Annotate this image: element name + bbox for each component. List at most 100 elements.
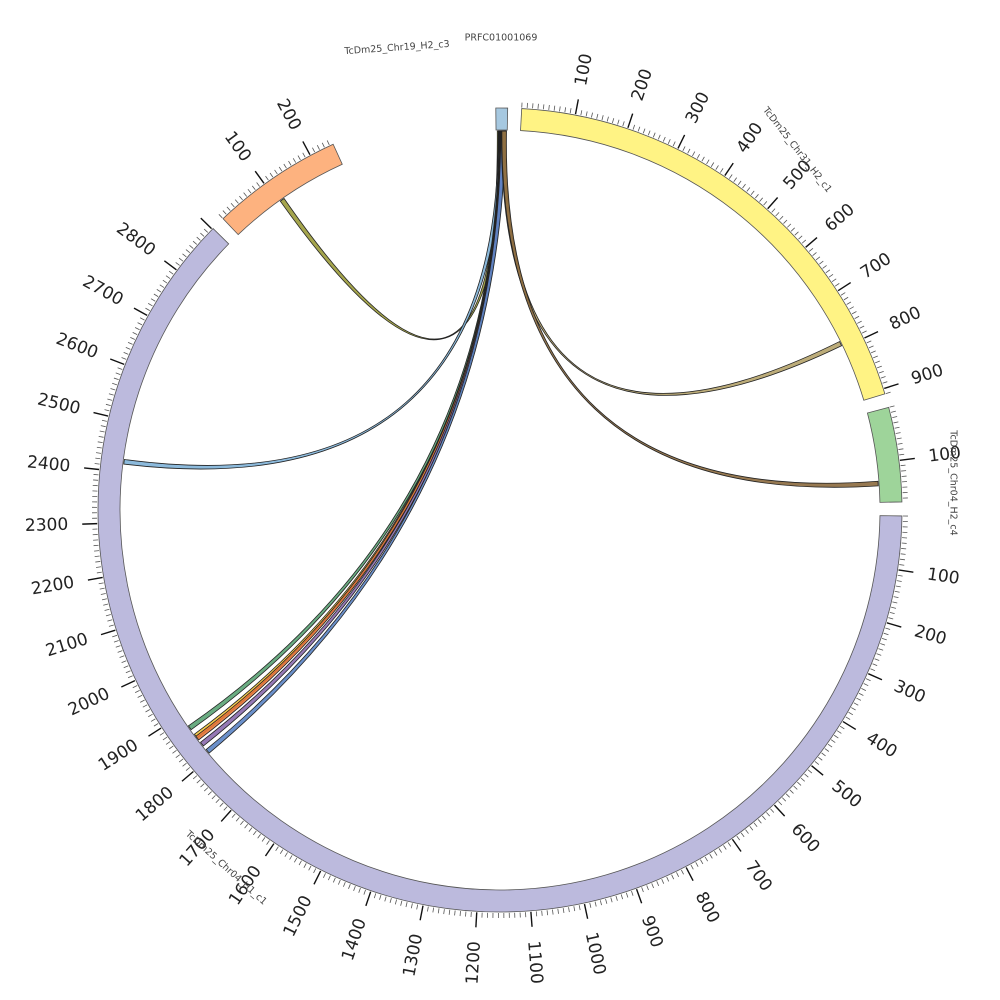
tick-mark [235,817,240,822]
tick-label: 800 [886,303,924,335]
tick-label: 100 [571,52,597,88]
tick-mark [840,292,846,296]
tick-mark [706,159,710,165]
tick-label: 2600 [53,329,101,363]
tick-label: 1400 [338,916,371,963]
tick-mark [542,104,545,110]
tick-mark [620,894,624,900]
tick-mark [115,645,121,648]
tick-mark [881,637,887,641]
tick-mark [900,464,906,467]
tick-mark [578,905,581,911]
tick-mark [793,785,798,790]
tick-mark [635,888,643,904]
tick-mark [373,893,377,899]
tick-mark [150,718,156,722]
tick-mark [95,561,101,563]
tick-mark [200,217,213,230]
tick-mark [107,619,113,622]
tick-mark [215,798,220,804]
tick-mark [162,279,168,284]
tick-mark [724,162,734,176]
tick-label: 300 [682,89,714,127]
tick-mark [723,845,727,850]
segment-layer [97,107,903,913]
tick-label: 800 [691,889,724,927]
tick-mark [783,219,788,224]
tick-mark [137,694,143,698]
tick-label: 500 [828,776,866,812]
tick-mark [145,307,150,311]
tick-mark [894,590,900,593]
tick-mark [107,398,113,401]
tick-mark [642,128,646,134]
tick-mark [861,330,867,334]
tick-mark [117,650,123,653]
tick-mark [181,770,194,782]
tick-mark [870,668,876,672]
tick-mark [240,820,244,825]
tick-mark [105,614,111,617]
tick-mark [348,884,351,889]
tick-mark [899,453,905,456]
tick-mark [880,643,886,646]
tick-label: 1100 [523,940,546,985]
tick-mark [574,99,580,115]
tick-mark [861,688,867,691]
tick-mark [754,194,759,199]
tick-mark [831,278,837,283]
tick-mark [363,889,366,895]
tick-mark [182,253,187,258]
tick-mark [211,795,216,800]
tick-mark [337,879,341,885]
tick-mark [172,750,177,754]
tick-mark [100,593,106,595]
tick-mark [864,330,879,339]
tick-mark [646,885,649,891]
tick-mark [894,426,900,429]
tick-mark [100,425,106,428]
link-layer [123,130,879,754]
tick-mark [878,648,884,651]
tick-label: 200 [272,96,305,134]
tick-mark [667,139,671,144]
tick-mark [891,606,897,609]
tick-mark [889,405,895,408]
tick-mark [824,748,830,752]
tick-mark [583,903,589,919]
tick-mark [794,231,799,236]
tick-mark [886,622,902,628]
tick-mark [843,296,849,301]
tick-label: 2000 [65,684,113,720]
tick-mark [849,306,854,310]
tick-mark [109,358,125,366]
tick-mark [750,190,755,196]
tick-mark [332,877,336,883]
tick-mark [264,843,275,857]
tick-mark [207,791,212,796]
tick-mark [99,430,105,433]
tick-mark [682,146,686,152]
tick-mark [762,815,766,820]
tick-mark [231,813,236,818]
tick-mark [323,873,326,878]
tick-mark [834,283,840,287]
tick-mark [731,838,742,852]
tick-label: 2700 [79,272,127,310]
tick-mark [720,168,724,173]
tick-mark [244,824,249,829]
tick-mark [178,257,184,262]
tick-mark [856,697,862,701]
tick-mark [94,555,100,558]
tick-mark [882,381,888,384]
tick-mark [815,256,821,261]
tick-mark [243,192,248,197]
tick-mark [763,201,768,206]
tick-label: 700 [857,249,895,283]
tick-mark [885,627,891,630]
tick-mark [896,580,902,582]
tick-mark [220,809,232,822]
tick-mark [254,170,265,184]
tick-mark [839,725,845,730]
